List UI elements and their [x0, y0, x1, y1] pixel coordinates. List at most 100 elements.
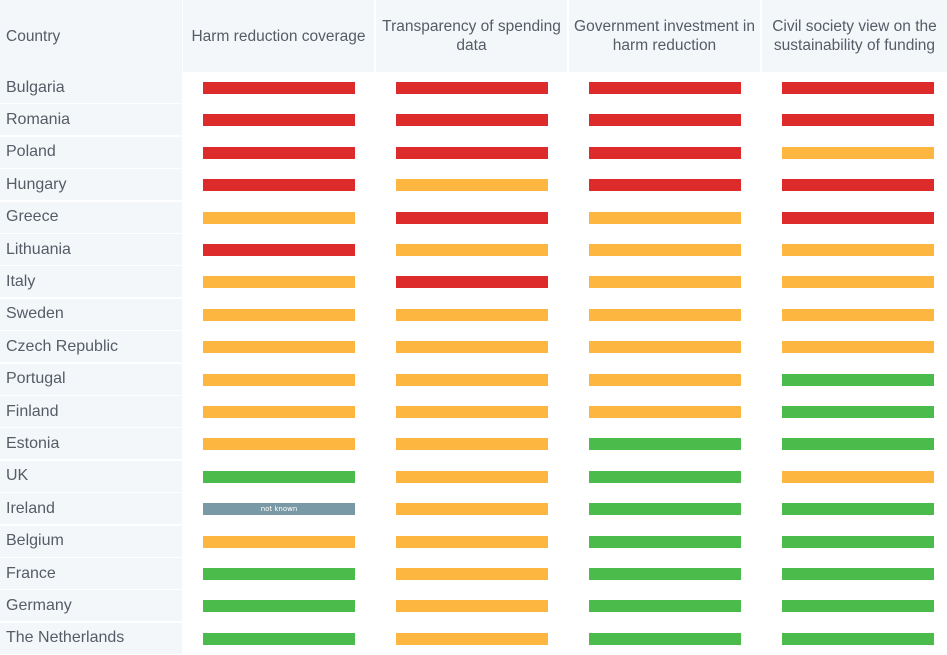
rating-bar-red — [589, 82, 741, 94]
country-label: Poland — [0, 136, 182, 168]
country-label: Greece — [0, 201, 182, 233]
rating-cell — [762, 331, 947, 363]
rating-bar-green — [782, 503, 934, 516]
rating-cell — [376, 298, 567, 330]
rating-cell — [376, 493, 567, 525]
rating-cell — [183, 428, 374, 460]
rating-bar-red — [396, 276, 548, 289]
country-label: Czech Republic — [0, 331, 182, 363]
rating-cell — [183, 201, 374, 233]
rating-cell — [183, 331, 374, 363]
rating-cell — [569, 331, 760, 363]
rating-bar-orange — [203, 373, 355, 386]
rating-bar-green — [203, 600, 355, 613]
rating-cell — [762, 558, 947, 589]
column-header-country: Country — [0, 0, 182, 72]
rating-cell — [376, 525, 567, 557]
rating-cell — [376, 136, 567, 168]
rating-cell — [376, 331, 567, 363]
rating-bar-green — [203, 632, 355, 645]
rating-bar-orange — [396, 600, 548, 613]
column-header-harm-reduction-coverage: Harm reduction coverage — [183, 0, 374, 72]
rating-bar-green — [782, 438, 934, 451]
rating-cell — [569, 590, 760, 622]
table-row: The Netherlands — [0, 622, 947, 655]
rating-bar-orange — [203, 438, 355, 451]
rating-bar-green — [589, 438, 741, 451]
table-row: Lithuania — [0, 234, 947, 266]
rating-bar-green — [589, 600, 741, 613]
rating-cell: not known — [183, 493, 374, 525]
rating-bar-orange — [203, 406, 355, 418]
rating-bar-green — [782, 568, 934, 580]
rating-bar-orange — [396, 406, 548, 418]
table-row: Bulgaria — [0, 72, 947, 104]
rating-bar-orange — [589, 373, 741, 386]
rating-bar-orange — [396, 308, 548, 321]
rating-bar-orange — [396, 244, 548, 256]
rating-bar-orange — [782, 146, 934, 159]
rating-cell — [762, 363, 947, 395]
rating-bar-orange — [396, 535, 548, 548]
rating-bar-orange — [203, 211, 355, 224]
rating-cell — [569, 201, 760, 233]
table-row: France — [0, 558, 947, 590]
rating-cell — [762, 622, 947, 654]
rating-cell — [569, 622, 760, 654]
rating-cell — [762, 72, 947, 103]
rating-bar-orange — [396, 438, 548, 451]
table-row: Czech Republic — [0, 331, 947, 363]
rating-cell — [569, 525, 760, 557]
rating-bar-red — [203, 114, 355, 127]
rating-cell — [569, 136, 760, 168]
rating-bar-green — [782, 632, 934, 645]
rating-cell — [762, 428, 947, 460]
rating-bar-green — [589, 568, 741, 580]
country-label: Italy — [0, 266, 182, 298]
table-row: Finland — [0, 396, 947, 428]
rating-cell — [762, 136, 947, 168]
rating-cell — [569, 298, 760, 330]
rating-cell — [376, 104, 567, 136]
rating-bar-orange — [589, 341, 741, 354]
rating-bar-orange — [396, 341, 548, 354]
rating-bar-green — [203, 470, 355, 483]
rating-cell — [376, 590, 567, 622]
rating-cell — [762, 169, 947, 201]
rating-bar-green — [589, 535, 741, 548]
rating-cell — [183, 363, 374, 395]
country-label: Finland — [0, 396, 182, 427]
rating-bar-red — [203, 179, 355, 192]
rating-bar-orange — [589, 308, 741, 321]
rating-cell — [376, 363, 567, 395]
rating-cell — [183, 396, 374, 427]
rating-cell — [183, 266, 374, 298]
rating-cell — [569, 266, 760, 298]
column-header-government-investment: Government investment in harm reduction — [569, 0, 760, 72]
rating-bar-orange — [782, 470, 934, 483]
rating-bar-red — [782, 114, 934, 127]
table-row: Germany — [0, 590, 947, 622]
rating-cell — [569, 234, 760, 265]
rating-bar-red — [203, 244, 355, 256]
rating-cell — [183, 104, 374, 136]
rating-bar-red — [589, 146, 741, 159]
rating-bar-red — [782, 211, 934, 224]
rating-bar-green — [589, 470, 741, 483]
table-row: Estonia — [0, 428, 947, 460]
rating-cell — [762, 266, 947, 298]
country-label: Ireland — [0, 493, 182, 525]
rating-cell — [569, 428, 760, 460]
rating-bar-orange — [396, 470, 548, 483]
rating-cell — [376, 234, 567, 265]
rating-bar-orange — [782, 341, 934, 354]
rating-cell — [762, 460, 947, 492]
rating-cell — [376, 460, 567, 492]
rating-cell — [376, 396, 567, 427]
country-label: Hungary — [0, 169, 182, 201]
column-header-transparency: Transparency of spending data — [376, 0, 567, 72]
country-label: Bulgaria — [0, 72, 182, 103]
rating-cell — [762, 298, 947, 330]
rating-bar-green — [782, 406, 934, 418]
